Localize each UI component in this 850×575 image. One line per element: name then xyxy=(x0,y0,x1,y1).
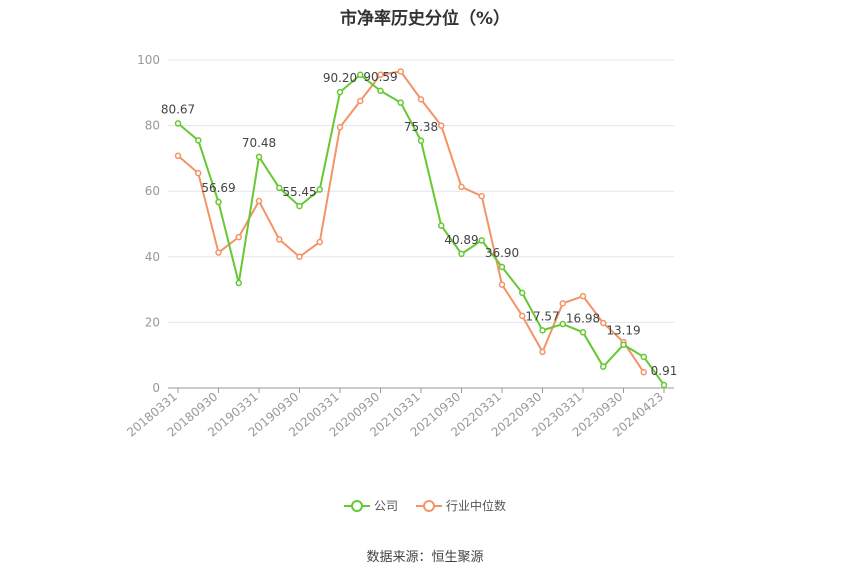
y-tick-label: 40 xyxy=(145,250,160,264)
y-tick-label: 60 xyxy=(145,184,160,198)
data-point xyxy=(195,169,202,177)
data-label: 40.89 xyxy=(444,233,478,247)
data-point xyxy=(255,197,263,205)
data-point xyxy=(235,233,242,241)
data-point xyxy=(478,192,485,200)
data-point xyxy=(397,68,404,75)
data-point xyxy=(235,279,242,287)
data-point xyxy=(660,381,668,389)
data-point xyxy=(357,71,364,79)
data-point xyxy=(640,369,647,376)
data-point xyxy=(336,88,344,96)
data-point xyxy=(600,363,607,370)
source-note: 数据来源：恒生聚源 xyxy=(366,550,484,565)
data-point xyxy=(316,186,323,193)
data-label: 90.59 xyxy=(363,70,397,84)
data-label: 90.20 xyxy=(323,71,357,85)
data-point xyxy=(377,71,384,79)
data-point xyxy=(215,249,222,256)
data-point xyxy=(498,281,506,288)
data-point xyxy=(579,329,587,336)
data-point xyxy=(195,137,202,144)
data-point xyxy=(519,289,526,297)
series-line xyxy=(177,70,645,373)
data-point xyxy=(377,87,384,95)
data-point xyxy=(316,238,323,246)
data-labels: 80.67 56.69 70.48 55.45 90.20 90.59 75.38 40.89… xyxy=(161,70,678,378)
data-point xyxy=(458,250,465,258)
data-point xyxy=(417,96,425,103)
data-point xyxy=(458,183,465,191)
legend-label-company: 公司 xyxy=(373,499,398,513)
grid-lines xyxy=(168,59,674,323)
data-label: 17.57 xyxy=(525,309,559,323)
data-point xyxy=(296,253,303,261)
data-point xyxy=(215,198,222,206)
data-point xyxy=(276,184,283,192)
data-point xyxy=(397,99,404,106)
data-point xyxy=(640,353,647,361)
data-point xyxy=(276,236,283,243)
data-point xyxy=(336,123,344,131)
data-point xyxy=(559,300,566,307)
data-label: 0.91 xyxy=(651,364,678,378)
data-point xyxy=(478,237,485,244)
legend-item-company[interactable]: 公司 xyxy=(343,497,398,514)
data-label: 80.67 xyxy=(161,102,195,116)
data-point xyxy=(255,153,263,161)
data-point xyxy=(174,120,182,127)
data-point xyxy=(539,348,546,356)
data-point xyxy=(438,222,445,229)
y-tick-label: 0 xyxy=(152,381,160,395)
data-point xyxy=(519,312,526,320)
x-axis: 2018033120180930201903312019093020200331… xyxy=(124,387,674,440)
data-label: 36.90 xyxy=(485,246,519,260)
legend-swatch-industry xyxy=(416,499,442,512)
data-point xyxy=(559,320,566,328)
data-point xyxy=(296,202,303,210)
data-label: 13.19 xyxy=(606,324,640,338)
series-lines xyxy=(174,68,668,389)
legend-swatch-company xyxy=(343,499,370,512)
data-point xyxy=(620,341,627,348)
data-point xyxy=(174,152,182,160)
data-point xyxy=(498,263,506,271)
data-point xyxy=(539,327,546,334)
legend-label-industry: 行业中位数 xyxy=(446,499,507,513)
data-label: 16.98 xyxy=(566,311,600,325)
data-label: 55.45 xyxy=(282,185,316,199)
data-point xyxy=(357,97,364,105)
data-point xyxy=(438,122,445,129)
line-chart: 0 20 40 60 80 100 201803312018093020190331201… xyxy=(124,53,678,440)
data-point xyxy=(417,137,425,145)
y-axis: 0 20 40 60 80 100 xyxy=(137,53,160,395)
data-label: 56.69 xyxy=(201,181,235,195)
y-tick-label: 20 xyxy=(145,315,160,329)
chart-title: 市净率历史分位（%） xyxy=(339,9,511,29)
data-point xyxy=(579,292,587,300)
data-label: 75.38 xyxy=(404,120,438,134)
y-tick-label: 100 xyxy=(137,53,160,67)
y-tick-label: 80 xyxy=(145,119,160,133)
legend: 公司 行业中位数 xyxy=(0,497,850,514)
legend-item-industry[interactable]: 行业中位数 xyxy=(416,497,506,514)
data-label: 70.48 xyxy=(242,136,276,150)
data-point xyxy=(600,319,607,327)
